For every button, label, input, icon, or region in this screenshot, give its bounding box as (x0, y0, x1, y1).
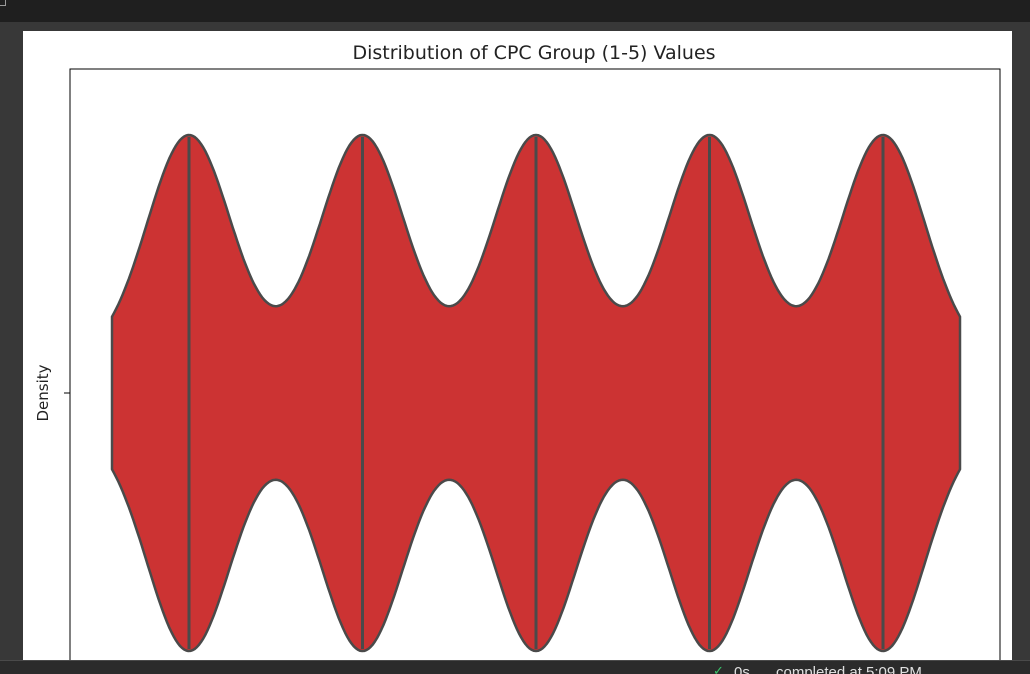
violin-group (110, 133, 962, 653)
right-scroll-rail[interactable] (1012, 22, 1030, 662)
plot-frame (69, 68, 1001, 660)
top-bar (0, 0, 1030, 22)
violin-chart: Distribution of CPC Group (1-5) Values D… (34, 42, 1001, 660)
check-icon: ✓ (713, 664, 724, 674)
status-bar: ✓ 0s completed at 5:09 PM (0, 660, 1030, 674)
output-cell: Distribution of CPC Group (1-5) Values D… (23, 31, 1012, 660)
corner-icon (0, 0, 6, 6)
completion-status: completed at 5:09 PM (776, 664, 922, 674)
execution-duration: 0s (734, 664, 750, 674)
chart-title: Distribution of CPC Group (1-5) Values (352, 42, 715, 64)
y-axis-label: Density (34, 364, 52, 421)
